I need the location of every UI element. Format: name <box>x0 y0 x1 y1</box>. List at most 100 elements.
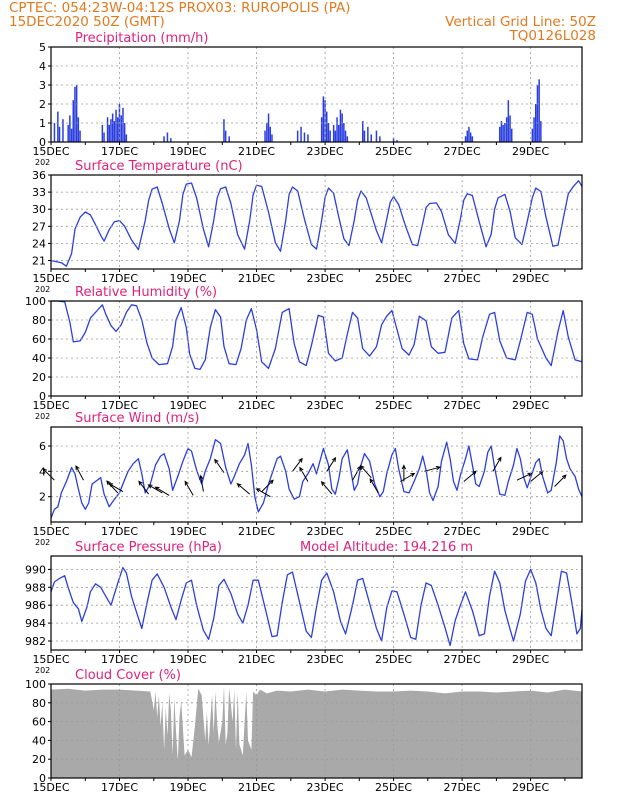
cloud-panel: 0 20 40 60 80 100 15DEC 17DEC 19DEC 21DEC 23DEC 25D… <box>25 668 583 794</box>
rh-xtick-label-1: 17DEC <box>101 399 138 412</box>
wind-year-label: 202 <box>35 538 50 547</box>
wind-arrow-shaft-20 <box>400 473 415 482</box>
precip-bar-64 <box>464 136 467 142</box>
pres-xtick-label-0: 15DEC <box>32 653 69 666</box>
cloud-ytick-label-2: 40 <box>32 734 46 747</box>
precip-bar-58 <box>367 126 369 142</box>
rh-ytick-label-1: 20 <box>32 371 46 384</box>
temp-xtick-label-2: 19DEC <box>169 272 206 285</box>
cloud-frame <box>50 683 583 779</box>
wind-line <box>50 435 583 519</box>
precip-bar-63 <box>396 140 398 142</box>
header-line1-right: Vertical Grid Line: 50Z <box>445 14 596 30</box>
wind-arrow-4 <box>138 480 149 495</box>
precip-bar-26 <box>163 136 165 142</box>
precip-bar-15 <box>108 124 110 142</box>
temp-xtick-label-4: 23DEC <box>307 272 344 285</box>
precip-bar-75 <box>509 115 511 142</box>
rh-year-label: 202 <box>35 412 50 421</box>
wind-arrow-7 <box>184 480 194 496</box>
temp-xtick-label-3: 21DEC <box>238 272 275 285</box>
precip-bar-32 <box>264 130 266 142</box>
wind-arrow-shaft-24 <box>492 457 502 472</box>
precip-bar-37 <box>296 130 299 142</box>
wind-arrow-shaft-8 <box>200 475 204 492</box>
wind-arrow-1 <box>75 465 84 481</box>
precip-bar-79 <box>535 104 537 142</box>
precip-title: Precipitation (mm/h) <box>75 31 208 46</box>
rh-ytick-label-3: 60 <box>32 333 46 346</box>
rh-title: Relative Humidity (%) <box>75 285 217 300</box>
precip-ytick-label-5: 5 <box>39 41 46 54</box>
precip-bar-36 <box>271 134 273 142</box>
cloud-xtick-label-6: 27DEC <box>444 781 481 794</box>
wind-arrow-9 <box>214 458 225 473</box>
precip-bar-57 <box>363 130 366 142</box>
temp-line <box>50 180 583 267</box>
precip-xtick-label-4: 23DEC <box>307 145 344 158</box>
precip-bar-6 <box>70 128 73 142</box>
wind-arrow-shaft-4 <box>138 481 149 495</box>
precip-bar-53 <box>343 123 345 142</box>
wind-arrow-shaft-11 <box>261 479 274 492</box>
wind-xtick-label-4: 23DEC <box>307 525 344 538</box>
precip-bar-8 <box>74 86 76 142</box>
wind-arrow-head-10 <box>236 483 242 488</box>
pres-ytick-label-1: 984 <box>25 617 46 630</box>
wind-arrow-shaft-17 <box>352 466 361 481</box>
wind-arrow-shaft-22 <box>424 466 441 472</box>
temp-xtick-label-0: 15DEC <box>32 272 69 285</box>
wind-arrow-21 <box>401 464 407 482</box>
precip-ytick-label-3: 3 <box>39 79 46 92</box>
rh-ytick-label-5: 100 <box>25 295 46 308</box>
pres-panel: 982 984 986 988 990 15DEC 17DEC 19DEC 21DEC 23DEC… <box>25 540 583 675</box>
precip-bar-65 <box>466 130 468 142</box>
precip-ytick-label-1: 1 <box>39 117 46 130</box>
wind-arrow-head-20 <box>410 472 416 478</box>
pres-xtick-label-1: 17DEC <box>101 653 138 666</box>
precip-bar-5 <box>69 115 71 142</box>
precip-bar-51 <box>339 109 342 142</box>
wind-xtick-label-6: 27DEC <box>444 525 481 538</box>
precip-bar-7 <box>72 100 74 142</box>
precip-xtick-label-5: 25DEC <box>375 145 412 158</box>
wind-arrow-shaft-9 <box>214 459 225 473</box>
precip-xtick-label-6: 27DEC <box>444 145 481 158</box>
temp-title: Surface Temperature (nC) <box>75 159 243 174</box>
wind-xtick-label-3: 21DEC <box>238 525 275 538</box>
cloud-xtick-label-1: 17DEC <box>101 781 138 794</box>
precip-xtick-label-0: 15DEC <box>32 145 69 158</box>
rh-ytick-label-2: 40 <box>32 352 46 365</box>
precip-bar-39 <box>303 132 306 142</box>
precip-bar-54 <box>344 130 347 142</box>
wind-arrow-shaft-25 <box>516 472 532 481</box>
wind-ytick-label-0: 2 <box>39 491 46 504</box>
precip-bar-22 <box>120 115 122 142</box>
precip-bar-41 <box>320 117 323 142</box>
wind-arrow-0 <box>42 468 55 481</box>
pres-annotation: Model Altitude: 194.216 m <box>300 540 473 555</box>
temp-year-label: 202 <box>35 285 50 294</box>
header-line2-left: 15DEC2020 50Z (GMT) <box>9 14 165 30</box>
wind-arrow-2 <box>106 480 119 494</box>
precip-xtick-label-7: 29DEC <box>512 145 549 158</box>
wind-arrow-shaft-16 <box>321 481 333 495</box>
temp-ytick-label-0: 21 <box>32 255 46 268</box>
precip-bar-2 <box>58 126 61 142</box>
pres-frame <box>50 555 583 651</box>
wind-xtick-label-0: 15DEC <box>32 525 69 538</box>
wind-arrow-head-6 <box>154 486 160 491</box>
wind-arrow-5 <box>147 484 163 494</box>
wind-arrow-shaft-18 <box>360 465 372 479</box>
rh-xtick-label-4: 23DEC <box>307 399 344 412</box>
wind-ytick-label-1: 4 <box>39 465 46 478</box>
precip-bar-70 <box>500 121 503 142</box>
header-line1-left: CPTEC: 054:23W-04:12S PROX03: RUROPOLIS … <box>9 0 351 16</box>
wind-arrow-8 <box>199 474 204 492</box>
wind-xtick-label-2: 19DEC <box>169 525 206 538</box>
header-line2-right: TQ0126L028 <box>509 28 596 44</box>
rh-xtick-label-6: 27DEC <box>444 399 481 412</box>
precip-bar-62 <box>392 138 395 142</box>
pres-line <box>50 566 583 647</box>
pres-title: Surface Pressure (hPa) <box>75 540 222 555</box>
